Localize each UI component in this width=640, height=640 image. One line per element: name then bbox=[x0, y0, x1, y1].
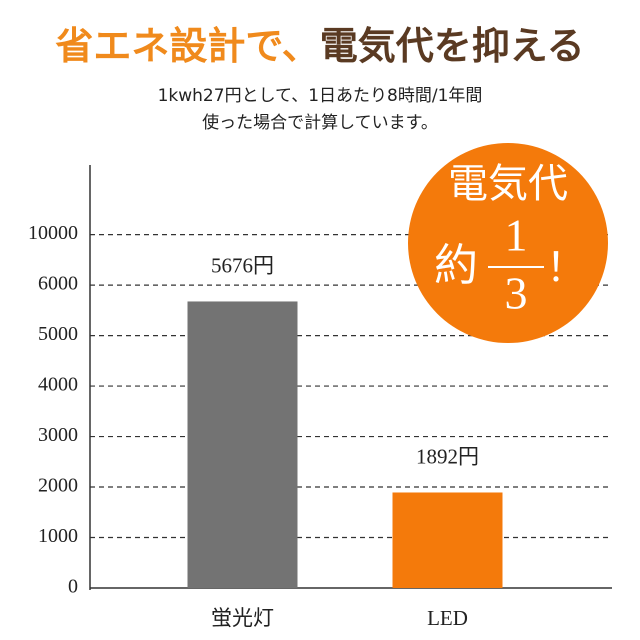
badge-circle bbox=[408, 143, 608, 343]
bar bbox=[392, 492, 503, 588]
title-rest: 電気代を抑える bbox=[320, 24, 585, 68]
y-tick-label: 3000 bbox=[38, 424, 78, 446]
chart-title: 省エネ設計で、電気代を抑える bbox=[55, 24, 584, 68]
subtitle: 1kwh27円として、1日あたり8時間/1年間 bbox=[158, 86, 483, 106]
x-tick-label: 蛍光灯 bbox=[211, 606, 274, 630]
title-highlight: 省エネ設計で、 bbox=[55, 24, 319, 68]
badge-denominator: 3 bbox=[505, 268, 528, 319]
badge-numerator: 1 bbox=[505, 210, 528, 261]
y-tick-label: 2000 bbox=[38, 475, 78, 497]
subtitle: 使った場合で計算しています。 bbox=[202, 112, 438, 133]
y-tick-label: 1000 bbox=[38, 525, 78, 547]
bar bbox=[187, 301, 298, 588]
y-tick-label: 6000 bbox=[38, 273, 78, 295]
y-tick-label: 10000 bbox=[28, 222, 78, 244]
badge-line1: 電気代 bbox=[448, 161, 568, 206]
value-label: 5676円 bbox=[211, 253, 274, 277]
y-tick-label: 0 bbox=[68, 576, 78, 598]
badge-suffix: ！ bbox=[546, 245, 586, 290]
value-label: 1892円 bbox=[416, 444, 479, 468]
badge-prefix: 約 bbox=[434, 241, 478, 290]
x-tick-label: LED bbox=[427, 606, 468, 630]
y-tick-label: 4000 bbox=[38, 374, 78, 396]
y-tick-label: 5000 bbox=[38, 323, 78, 345]
